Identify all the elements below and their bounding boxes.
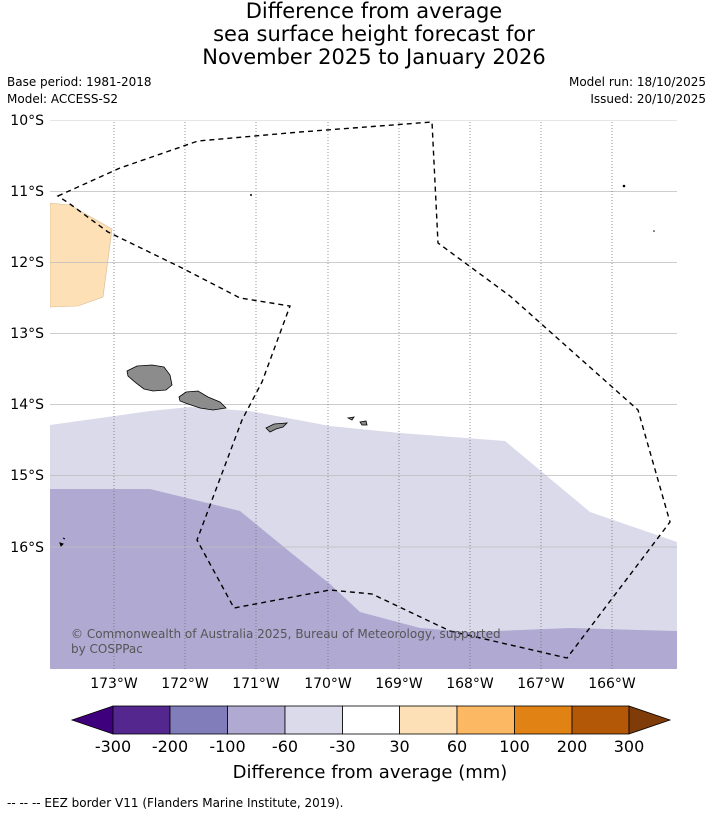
colorbar-segment-6 xyxy=(399,705,458,735)
colorbar-tick-7: 60 xyxy=(447,737,467,756)
eez-border xyxy=(56,121,671,659)
small-island-east xyxy=(653,230,655,232)
lat-label-11s: 11°S xyxy=(10,184,44,200)
chart-title: Difference from average sea surface heig… xyxy=(0,0,713,69)
colorbar-segment-5 xyxy=(342,705,400,735)
anomaly-minus60-minus100-region-west xyxy=(50,489,677,669)
tutuila-island xyxy=(265,422,289,433)
colorbar-tick-4: -60 xyxy=(272,737,298,756)
title-line-1: Difference from average xyxy=(245,0,503,23)
colorbar-segment-3 xyxy=(227,705,286,735)
colorbar-tick-3: -100 xyxy=(209,737,245,756)
lat-label-15s: 15°S xyxy=(10,468,44,484)
colorbar-segment-4 xyxy=(284,705,343,735)
small-island-southwest xyxy=(59,537,66,547)
savaii-island xyxy=(126,364,173,392)
lat-label-10s: 10°S xyxy=(10,113,44,129)
lat-label-12s: 12°S xyxy=(10,255,44,271)
colorbar-title: Difference from average (mm) xyxy=(233,762,508,783)
colorbar-tick-9: 200 xyxy=(557,737,588,756)
colorbar-tick-8: 100 xyxy=(499,737,530,756)
map-area: © Commonwealth of Australia 2025, Bureau… xyxy=(50,120,677,669)
model-run: Model run: 18/10/2025 xyxy=(568,75,706,89)
colorbar-tick-2: -200 xyxy=(152,737,188,756)
title-line-3: November 2025 to January 2026 xyxy=(202,45,546,69)
colorbar-segment-8 xyxy=(514,705,573,735)
copyright-line-1: © Commonwealth of Australia 2025, Bureau… xyxy=(71,627,501,641)
latitude-labels: 10°S 11°S 12°S 13°S 14°S 15°S 16°S xyxy=(10,113,44,556)
copyright-line-2: by COSPPac xyxy=(71,642,143,656)
colorbar-tick-1: -300 xyxy=(95,737,131,756)
colorbar-tick-5: -30 xyxy=(329,737,355,756)
lon-label-172w: 172°W xyxy=(161,676,209,692)
metadata-right: Model run: 18/10/2025 Issued: 20/10/2025 xyxy=(569,74,706,108)
colorbar-arrow-left xyxy=(70,705,114,735)
eez-footnote: -- -- -- EEZ border V11 (Flanders Marine… xyxy=(7,796,344,810)
lon-label-173w: 173°W xyxy=(90,676,138,692)
colorbar: -300 -200 -100 -60 -30 30 60 100 200 300… xyxy=(70,705,672,783)
map-figure: © Commonwealth of Australia 2025, Bureau… xyxy=(10,113,677,783)
upolu-island xyxy=(178,390,227,411)
colorbar-tick-6: 30 xyxy=(389,737,409,756)
lon-label-170w: 170°W xyxy=(304,676,352,692)
title-line-2: sea surface height forecast for xyxy=(213,22,535,46)
lat-label-14s: 14°S xyxy=(10,397,44,413)
model-name: Model: ACCESS-S2 xyxy=(7,92,119,106)
colorbar-segment-2 xyxy=(169,705,228,735)
latitude-gridlines xyxy=(50,120,677,548)
lat-label-13s: 13°S xyxy=(10,326,44,342)
ofu-island xyxy=(346,416,355,421)
lat-label-16s: 16°S xyxy=(10,540,44,556)
issued-date: Issued: 20/10/2025 xyxy=(590,92,706,106)
colorbar-segment-7 xyxy=(456,705,515,735)
base-period: Base period: 1981-2018 xyxy=(7,75,152,89)
colorbar-tick-10: 300 xyxy=(614,737,645,756)
anomaly-30-60-region xyxy=(50,202,113,308)
small-island-northeast xyxy=(622,184,626,188)
colorbar-segment-1 xyxy=(112,705,171,735)
longitude-labels: 173°W 172°W 171°W 170°W 169°W 168°W 167°… xyxy=(90,676,636,692)
lon-label-166w: 166°W xyxy=(588,676,636,692)
metadata-left: Base period: 1981-2018 Model: ACCESS-S2 xyxy=(7,74,152,108)
lon-label-171w: 171°W xyxy=(232,676,280,692)
colorbar-segment-9 xyxy=(571,705,630,735)
colorbar-arrow-right xyxy=(628,705,672,735)
lon-label-168w: 168°W xyxy=(446,676,494,692)
tau-island xyxy=(359,420,368,426)
lon-label-169w: 169°W xyxy=(375,676,423,692)
small-island-north xyxy=(250,194,252,196)
lon-label-167w: 167°W xyxy=(517,676,565,692)
